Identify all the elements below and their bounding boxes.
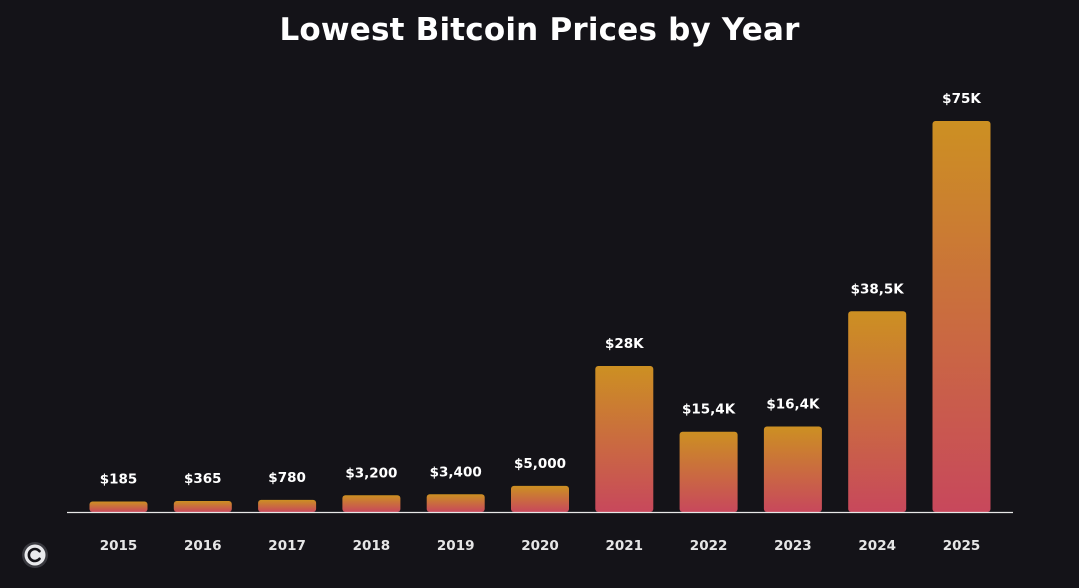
x-tick-label-2025: 2025: [943, 538, 981, 554]
value-labels-group: $185 $365 $780 $3,200 $3,400 $5,000 $28K $15,4K…: [100, 91, 982, 488]
bar-2017: [258, 499, 317, 512]
bar-2025: [932, 121, 991, 512]
copyright-logo-icon: [22, 542, 48, 568]
bar-2016: [173, 501, 232, 512]
x-tick-label-2021: 2021: [606, 538, 644, 554]
value-label-2015: $185: [100, 472, 138, 488]
value-label-2020: $5,000: [514, 456, 566, 472]
x-tick-label-2017: 2017: [268, 538, 306, 554]
value-label-2023: $16,4K: [766, 397, 820, 413]
value-label-2019: $3,400: [430, 464, 482, 480]
x-tick-label-2024: 2024: [858, 538, 896, 554]
value-label-2022: $15,4K: [682, 402, 736, 418]
value-label-2016: $365: [184, 471, 222, 487]
bar-2019: [426, 494, 485, 512]
value-label-2021: $28K: [605, 336, 644, 352]
bar-2021: [595, 366, 654, 512]
x-tick-label-2016: 2016: [184, 538, 222, 554]
x-tick-label-2022: 2022: [690, 538, 728, 554]
bars-group: [89, 121, 991, 512]
x-tick-label-2018: 2018: [353, 538, 391, 554]
chart-title: Lowest Bitcoin Prices by Year: [279, 12, 800, 48]
x-tick-label-2023: 2023: [774, 538, 812, 554]
bar-2018: [342, 495, 401, 512]
x-tick-label-2015: 2015: [100, 538, 138, 554]
bar-2023: [763, 426, 822, 512]
bar-2015: [89, 501, 148, 512]
value-label-2017: $780: [268, 470, 306, 486]
value-label-2025: $75K: [942, 91, 981, 107]
bar-2020: [511, 485, 569, 512]
bar-2024: [848, 311, 907, 512]
value-label-2018: $3,200: [345, 465, 397, 481]
bar-2022: [679, 431, 738, 512]
value-label-2024: $38,5K: [851, 281, 905, 297]
x-tick-label-2020: 2020: [521, 538, 559, 554]
x-tick-labels-group: 2015 2016 2017 2018 2019 2020 2021 2022 2023 2024…: [100, 538, 981, 554]
x-tick-label-2019: 2019: [437, 538, 475, 554]
